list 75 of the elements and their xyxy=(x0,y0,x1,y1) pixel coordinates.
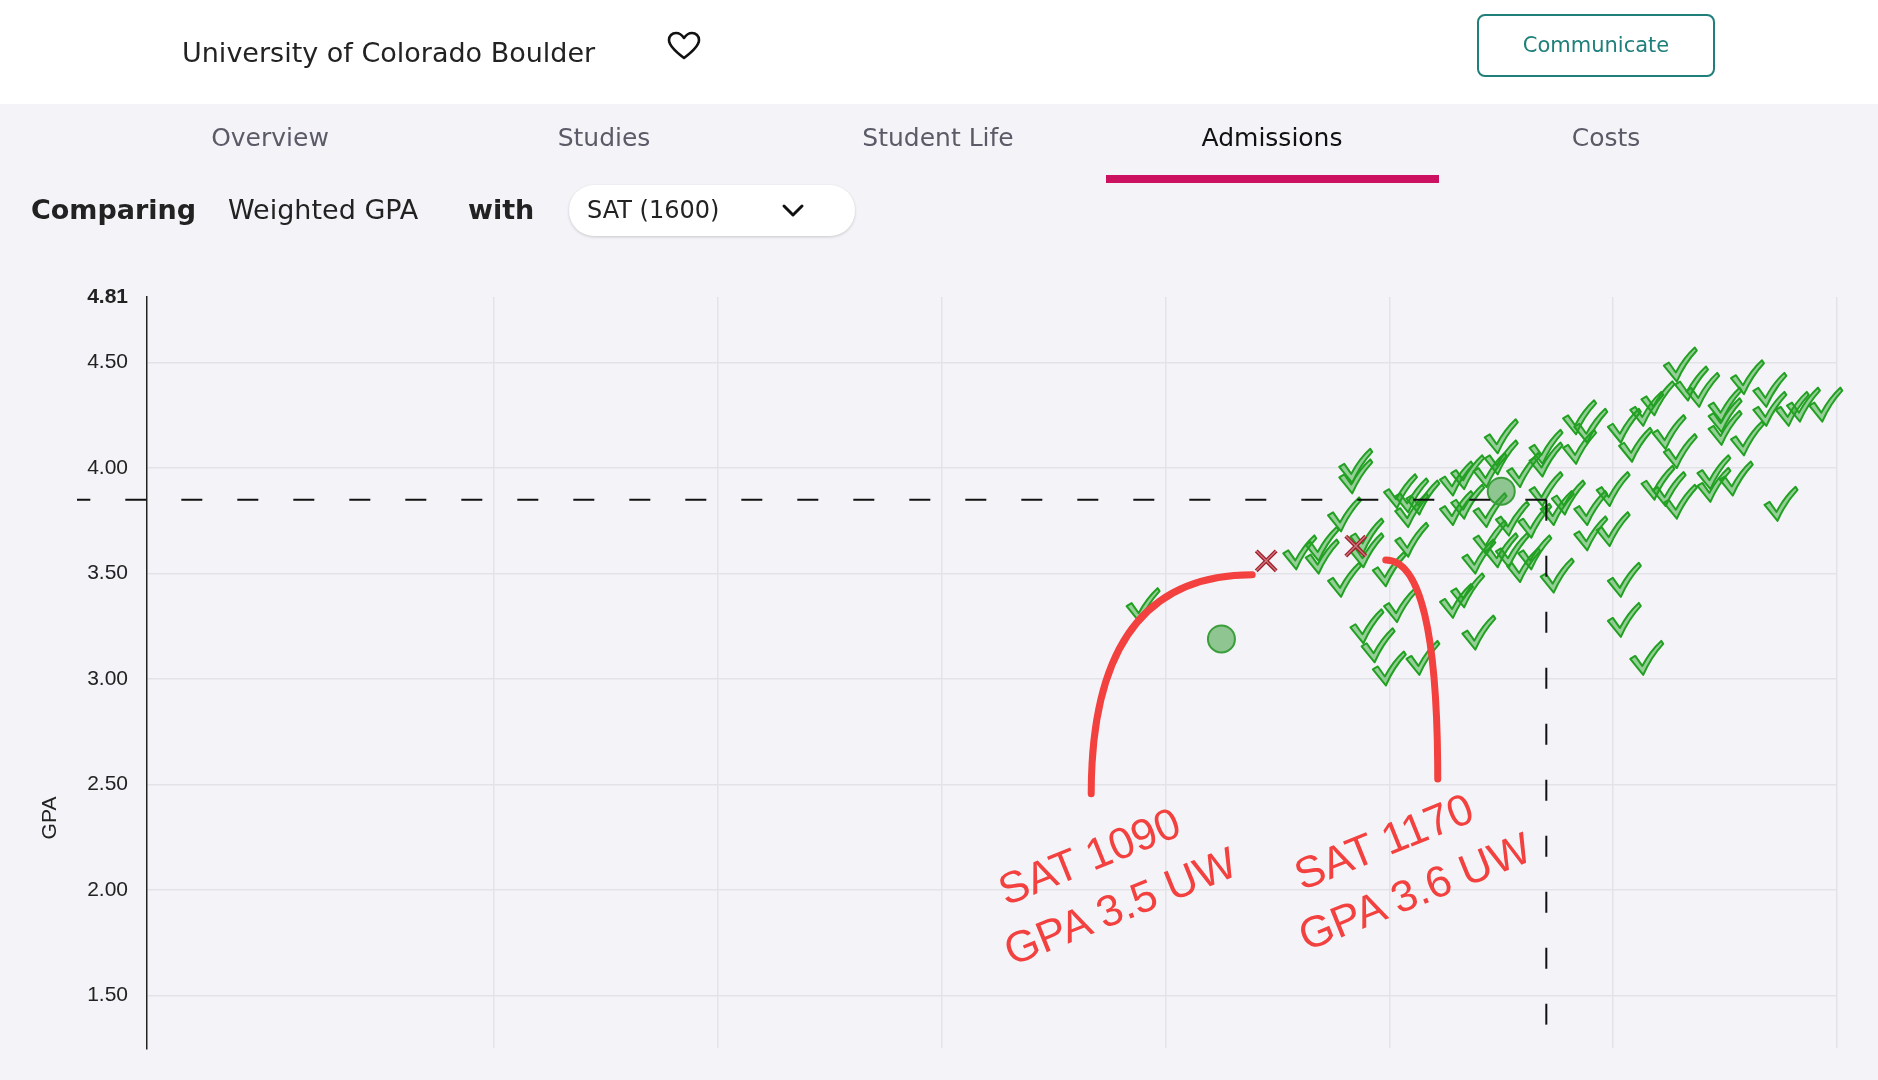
annotation: SAT 1170 GPA 3.6 UW xyxy=(1287,783,1539,960)
point xyxy=(1685,371,1721,408)
point xyxy=(1394,492,1430,529)
point xyxy=(1662,433,1698,470)
text: Studies xyxy=(557,123,651,152)
point xyxy=(1662,346,1698,383)
point xyxy=(1696,466,1732,503)
text: Weighted GPA xyxy=(228,193,419,227)
point xyxy=(1629,639,1665,676)
point xyxy=(1595,511,1631,548)
point xyxy=(1651,471,1687,508)
point xyxy=(1371,650,1407,687)
point xyxy=(1528,441,1564,478)
text: Admissions xyxy=(1201,123,1343,152)
point xyxy=(1629,390,1665,427)
point xyxy=(1304,538,1340,575)
point xyxy=(1662,483,1698,520)
chart-title: University of Colorado Boulder xyxy=(182,36,596,70)
point xyxy=(1206,624,1236,654)
point xyxy=(1438,460,1474,497)
y-axis-title: GPA xyxy=(36,795,61,842)
y-tick-label: 2.50 xyxy=(87,771,128,795)
dropdown-field: SAT (1600) xyxy=(569,185,855,236)
point xyxy=(1808,386,1844,423)
point xyxy=(1707,409,1743,446)
text: Comparing xyxy=(31,193,197,227)
point xyxy=(1528,471,1564,508)
point xyxy=(1360,627,1396,664)
point xyxy=(1528,428,1564,465)
button: Communicate xyxy=(1477,14,1715,77)
point xyxy=(1707,397,1743,434)
point xyxy=(1472,519,1508,556)
y-tick-label: 1.50 xyxy=(87,982,128,1006)
point xyxy=(1394,521,1430,558)
point xyxy=(1729,420,1765,457)
point xyxy=(1338,447,1374,484)
text: with xyxy=(468,193,535,227)
point xyxy=(1539,557,1575,594)
y-tick-label: 4.00 xyxy=(87,454,128,478)
point xyxy=(1696,454,1732,491)
point xyxy=(1763,485,1799,522)
point xyxy=(1327,561,1363,598)
point xyxy=(1450,572,1486,609)
point xyxy=(1651,414,1687,451)
y-tick-label: 4.81 xyxy=(87,283,129,307)
text: Costs xyxy=(1571,123,1641,152)
point xyxy=(1606,601,1642,638)
point xyxy=(1573,490,1609,527)
text: Student Life xyxy=(862,123,1014,152)
point xyxy=(1729,359,1765,396)
point xyxy=(1349,608,1385,645)
point xyxy=(1752,371,1788,408)
text: Overview xyxy=(211,123,329,152)
y-tick-label: 2.00 xyxy=(87,876,128,900)
y-tick-label: 3.00 xyxy=(87,665,128,689)
point xyxy=(1618,426,1654,463)
point xyxy=(1461,614,1497,651)
point xyxy=(1606,561,1642,598)
point xyxy=(1450,483,1486,520)
point xyxy=(1486,476,1516,506)
point xyxy=(1517,534,1553,571)
point xyxy=(1785,386,1821,423)
y-tick-label: 3.50 xyxy=(87,560,128,584)
annotation: SAT 1090 GPA 3.5 UW xyxy=(991,797,1244,975)
point xyxy=(1338,458,1374,495)
point xyxy=(1304,525,1340,562)
point xyxy=(1752,390,1788,427)
point xyxy=(1483,418,1519,455)
point xyxy=(1539,490,1575,527)
point xyxy=(1483,439,1519,476)
point xyxy=(1573,515,1609,552)
point xyxy=(1562,428,1598,465)
y-tick-label: 4.50 xyxy=(87,349,128,373)
point xyxy=(1327,496,1363,533)
point xyxy=(1606,407,1642,444)
